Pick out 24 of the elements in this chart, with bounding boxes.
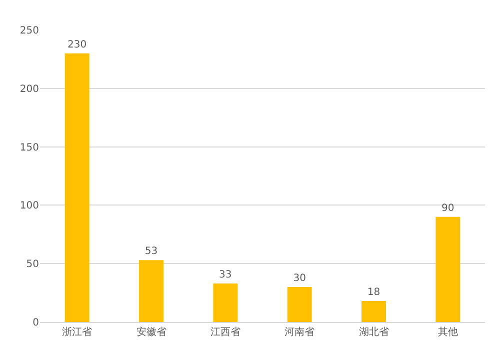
bar [362, 300, 386, 322]
data-label: 18 [367, 286, 380, 298]
data-label: 90 [442, 202, 454, 214]
data-label: 30 [293, 272, 306, 284]
x-tick-label: 安徽省 [136, 326, 166, 338]
data-label: 230 [68, 39, 87, 50]
x-tick-label: 其他 [438, 326, 458, 338]
x-tick-label: 江西省 [210, 326, 240, 338]
bar [436, 216, 460, 322]
x-tick-label: 河南省 [284, 326, 315, 338]
y-tick-label: 100 [20, 200, 39, 212]
y-tick-label: 0 [32, 318, 39, 328]
y-tick-label: 250 [20, 26, 39, 36]
x-tick-label: 湖北省 [358, 326, 389, 338]
y-tick-label: 150 [20, 142, 39, 154]
y-tick-label: 200 [20, 84, 39, 95]
data-label: 33 [219, 269, 232, 280]
bar [139, 260, 164, 322]
data-label: 53 [144, 246, 158, 258]
y-tick-label: 50 [26, 259, 39, 270]
bar [64, 53, 90, 322]
bar [287, 286, 312, 322]
x-tick-label: 浙江省 [62, 326, 92, 338]
bar [213, 283, 238, 322]
